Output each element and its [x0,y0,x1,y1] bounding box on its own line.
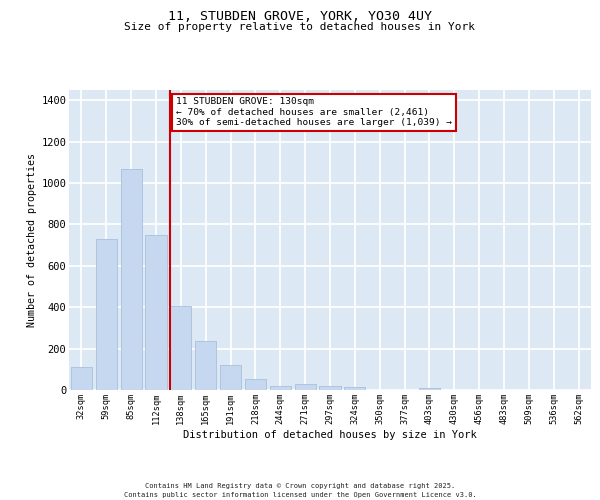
Text: 11, STUBDEN GROVE, YORK, YO30 4UY: 11, STUBDEN GROVE, YORK, YO30 4UY [168,10,432,23]
Y-axis label: Number of detached properties: Number of detached properties [27,153,37,327]
Text: 11 STUBDEN GROVE: 130sqm
← 70% of detached houses are smaller (2,461)
30% of sem: 11 STUBDEN GROVE: 130sqm ← 70% of detach… [176,98,452,128]
Bar [270,386,291,390]
X-axis label: Distribution of detached houses by size in York: Distribution of detached houses by size … [183,430,477,440]
Bar [145,235,167,390]
Bar [121,168,142,390]
Bar [245,379,266,390]
Text: Contains HM Land Registry data © Crown copyright and database right 2025.
Contai: Contains HM Land Registry data © Crown c… [124,483,476,498]
Bar [220,365,241,390]
Bar [71,367,92,390]
Bar [419,388,440,390]
Bar [195,342,216,390]
Bar [344,387,365,390]
Bar [319,386,341,390]
Bar [96,239,117,390]
Text: Size of property relative to detached houses in York: Size of property relative to detached ho… [125,22,476,32]
Bar [295,384,316,390]
Bar [170,306,191,390]
